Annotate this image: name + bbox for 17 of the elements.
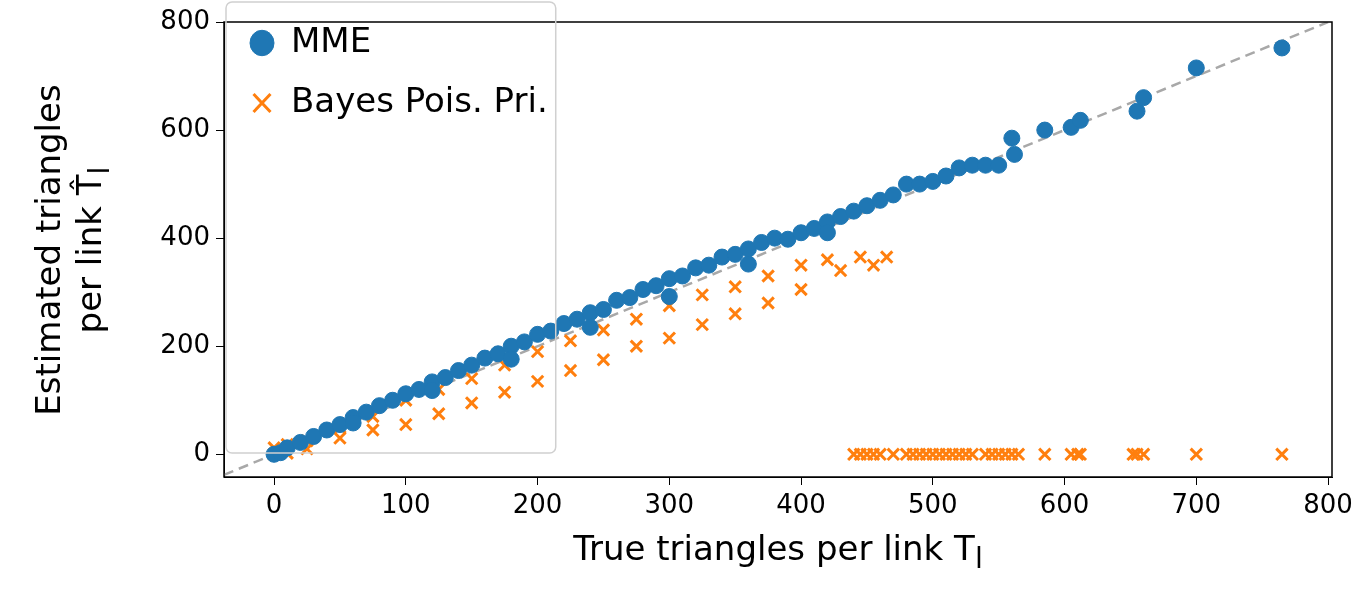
x-tick-label: 300: [644, 489, 695, 520]
x-tick-label: 0: [265, 489, 283, 520]
legend-label: Bayes Pois. Pri.: [291, 79, 548, 120]
y-tick-label: 400: [160, 220, 210, 251]
x-tick-label: 600: [1039, 489, 1090, 520]
x-tick-label: 700: [1171, 489, 1222, 520]
x-tick-label: 200: [512, 489, 563, 520]
x-tick-label: 100: [380, 489, 431, 520]
y-tick-label: 800: [160, 4, 210, 35]
y-tick-label: 200: [160, 328, 210, 359]
x-tick-label: 400: [776, 489, 826, 520]
legend-label: MME: [291, 19, 372, 60]
x-tick-label: 500: [907, 489, 958, 520]
y-tick-label: 0: [193, 437, 210, 468]
y-tick-label: 600: [160, 112, 210, 143]
x-axis-title: True triangles per link T$_{l}$: [573, 528, 983, 576]
x-tick-label: 800: [1303, 489, 1353, 520]
